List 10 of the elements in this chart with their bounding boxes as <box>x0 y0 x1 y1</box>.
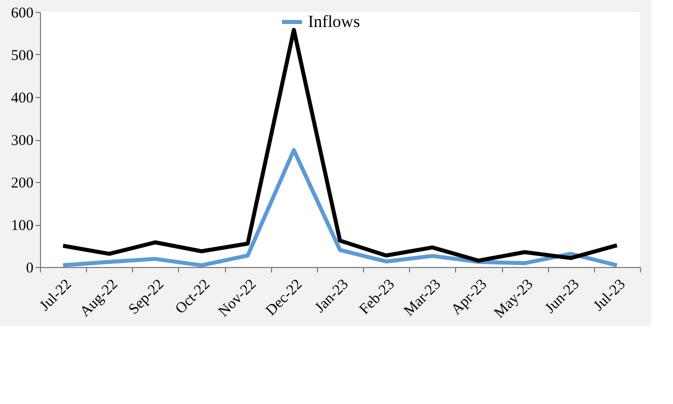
legend-label: Inflows <box>308 12 360 31</box>
line-series <box>61 148 619 268</box>
y-tick-label: 500 <box>11 48 34 64</box>
y-tick-label: 400 <box>11 90 34 106</box>
line-series <box>61 28 619 263</box>
y-tick-label: 100 <box>11 218 34 234</box>
y-tick-label: 0 <box>26 260 34 276</box>
y-tick-label: 300 <box>11 133 34 149</box>
y-tick-label: 600 <box>11 6 34 22</box>
y-tick-label: 200 <box>11 176 34 192</box>
